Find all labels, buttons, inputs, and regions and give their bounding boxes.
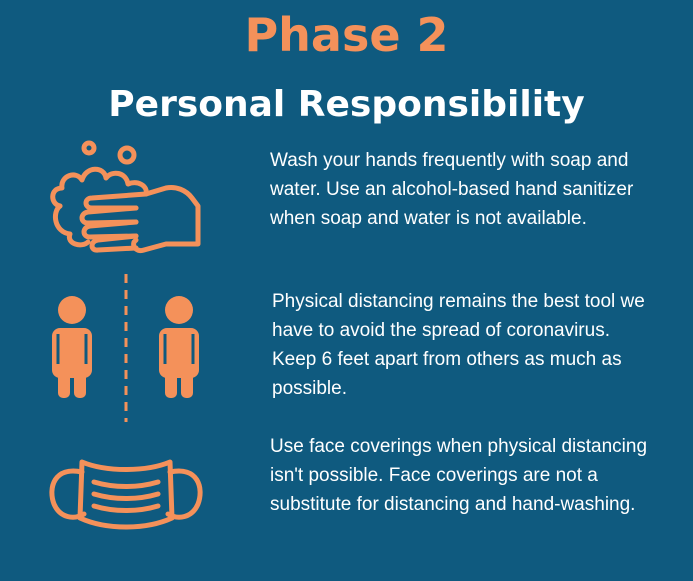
physical-distancing-icon — [46, 272, 206, 424]
hand-washing-text: Wash your hands frequently with soap and… — [270, 150, 634, 229]
page-subtitle: Personal Responsibility — [108, 84, 585, 125]
physical-distancing-text: Physical distancing remains the best too… — [272, 291, 645, 399]
page-title: Phase 2 — [244, 8, 449, 62]
face-covering-text: Use face coverings when physical distanc… — [270, 436, 648, 515]
face-mask-icon — [46, 448, 206, 538]
hand-washing-icon — [48, 136, 208, 261]
